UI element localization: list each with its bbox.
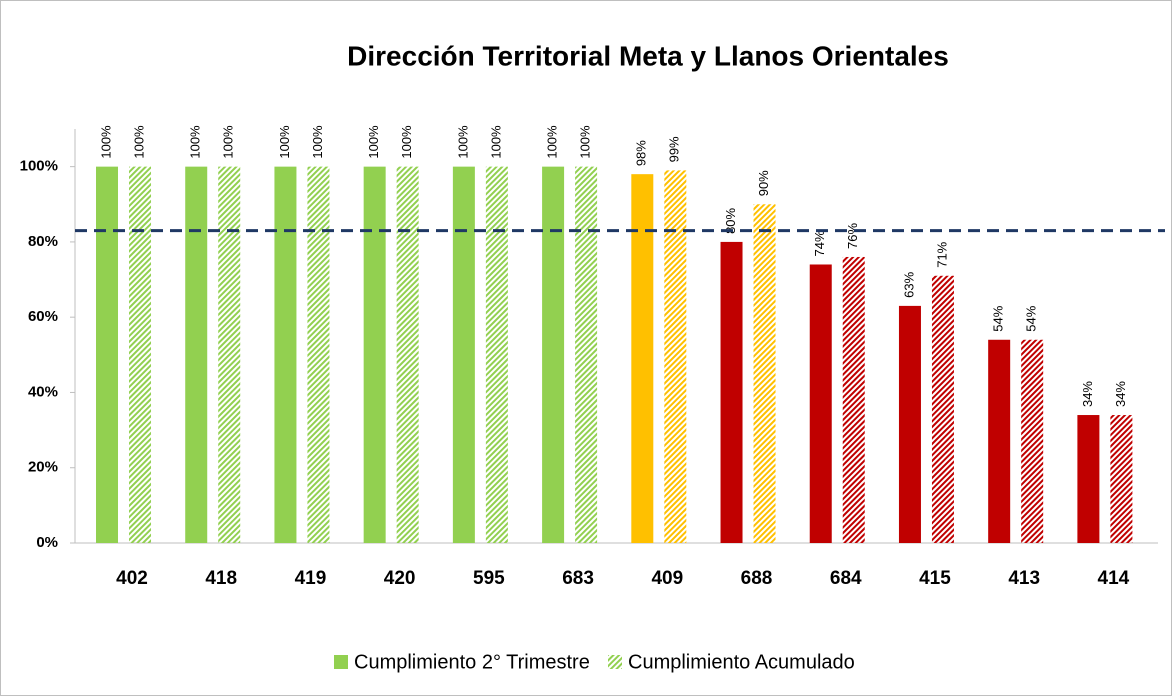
bar [185, 166, 208, 544]
bar [363, 166, 386, 544]
value-label: 74% [812, 230, 827, 256]
bar [274, 166, 297, 544]
bar [720, 241, 743, 543]
value-label: 100% [188, 125, 203, 159]
value-label: 54% [1024, 305, 1039, 331]
x-tick-label: 415 [919, 568, 951, 589]
bar [575, 166, 598, 544]
bar [664, 170, 687, 543]
bar [1110, 415, 1133, 543]
x-tick-label: 402 [116, 568, 148, 589]
bar [809, 264, 832, 543]
value-label: 100% [131, 125, 146, 159]
bar [218, 166, 241, 544]
legend-swatch [608, 655, 622, 669]
bar [898, 305, 921, 543]
y-tick-label: 0% [36, 534, 58, 551]
value-label: 100% [488, 125, 503, 159]
value-label: 100% [98, 125, 113, 159]
y-tick-label: 60% [28, 308, 58, 325]
bar [988, 339, 1011, 543]
bar [753, 204, 776, 544]
bar [485, 166, 508, 544]
value-label: 80% [723, 207, 738, 233]
legend-label: Cumplimiento Acumulado [628, 651, 855, 673]
x-tick-label: 683 [562, 568, 594, 589]
bar [1077, 415, 1100, 543]
value-label: 63% [901, 271, 916, 297]
bar [931, 275, 954, 543]
value-label: 99% [667, 136, 682, 162]
x-tick-label: 409 [651, 568, 683, 589]
x-tick-label: 420 [384, 568, 416, 589]
bar [452, 166, 475, 544]
x-tick-label: 595 [473, 568, 505, 589]
bar [842, 256, 865, 543]
bar [129, 166, 152, 544]
value-label: 100% [399, 125, 414, 159]
x-tick-label: 418 [205, 568, 237, 589]
value-label: 100% [221, 125, 236, 159]
x-tick-label: 419 [295, 568, 327, 589]
value-label: 100% [366, 125, 381, 159]
bar [631, 174, 654, 543]
x-tick-label: 413 [1008, 568, 1040, 589]
value-label: 100% [277, 125, 292, 159]
value-label: 98% [634, 140, 649, 166]
value-label: 71% [934, 241, 949, 267]
value-label: 34% [1113, 381, 1128, 407]
legend-swatch [334, 655, 348, 669]
x-tick-label: 688 [741, 568, 773, 589]
bar [1021, 339, 1044, 543]
value-label: 100% [545, 125, 560, 159]
bar [96, 166, 119, 544]
value-label: 54% [991, 305, 1006, 331]
x-tick-label: 684 [830, 568, 862, 589]
bar [307, 166, 330, 544]
chart-title: Dirección Territorial Meta y Llanos Orie… [347, 40, 949, 71]
value-label: 100% [455, 125, 470, 159]
bar [542, 166, 565, 544]
y-tick-label: 40% [28, 383, 58, 400]
y-tick-label: 80% [28, 233, 58, 250]
bar [396, 166, 419, 544]
y-tick-label: 100% [20, 158, 58, 175]
x-tick-label: 414 [1098, 568, 1130, 589]
value-label: 90% [756, 170, 771, 196]
value-label: 100% [310, 125, 325, 159]
value-label: 34% [1080, 381, 1095, 407]
y-tick-label: 20% [28, 459, 58, 476]
legend-label: Cumplimiento 2° Trimestre [354, 651, 590, 673]
value-label: 100% [578, 125, 593, 159]
value-label: 76% [845, 223, 860, 249]
